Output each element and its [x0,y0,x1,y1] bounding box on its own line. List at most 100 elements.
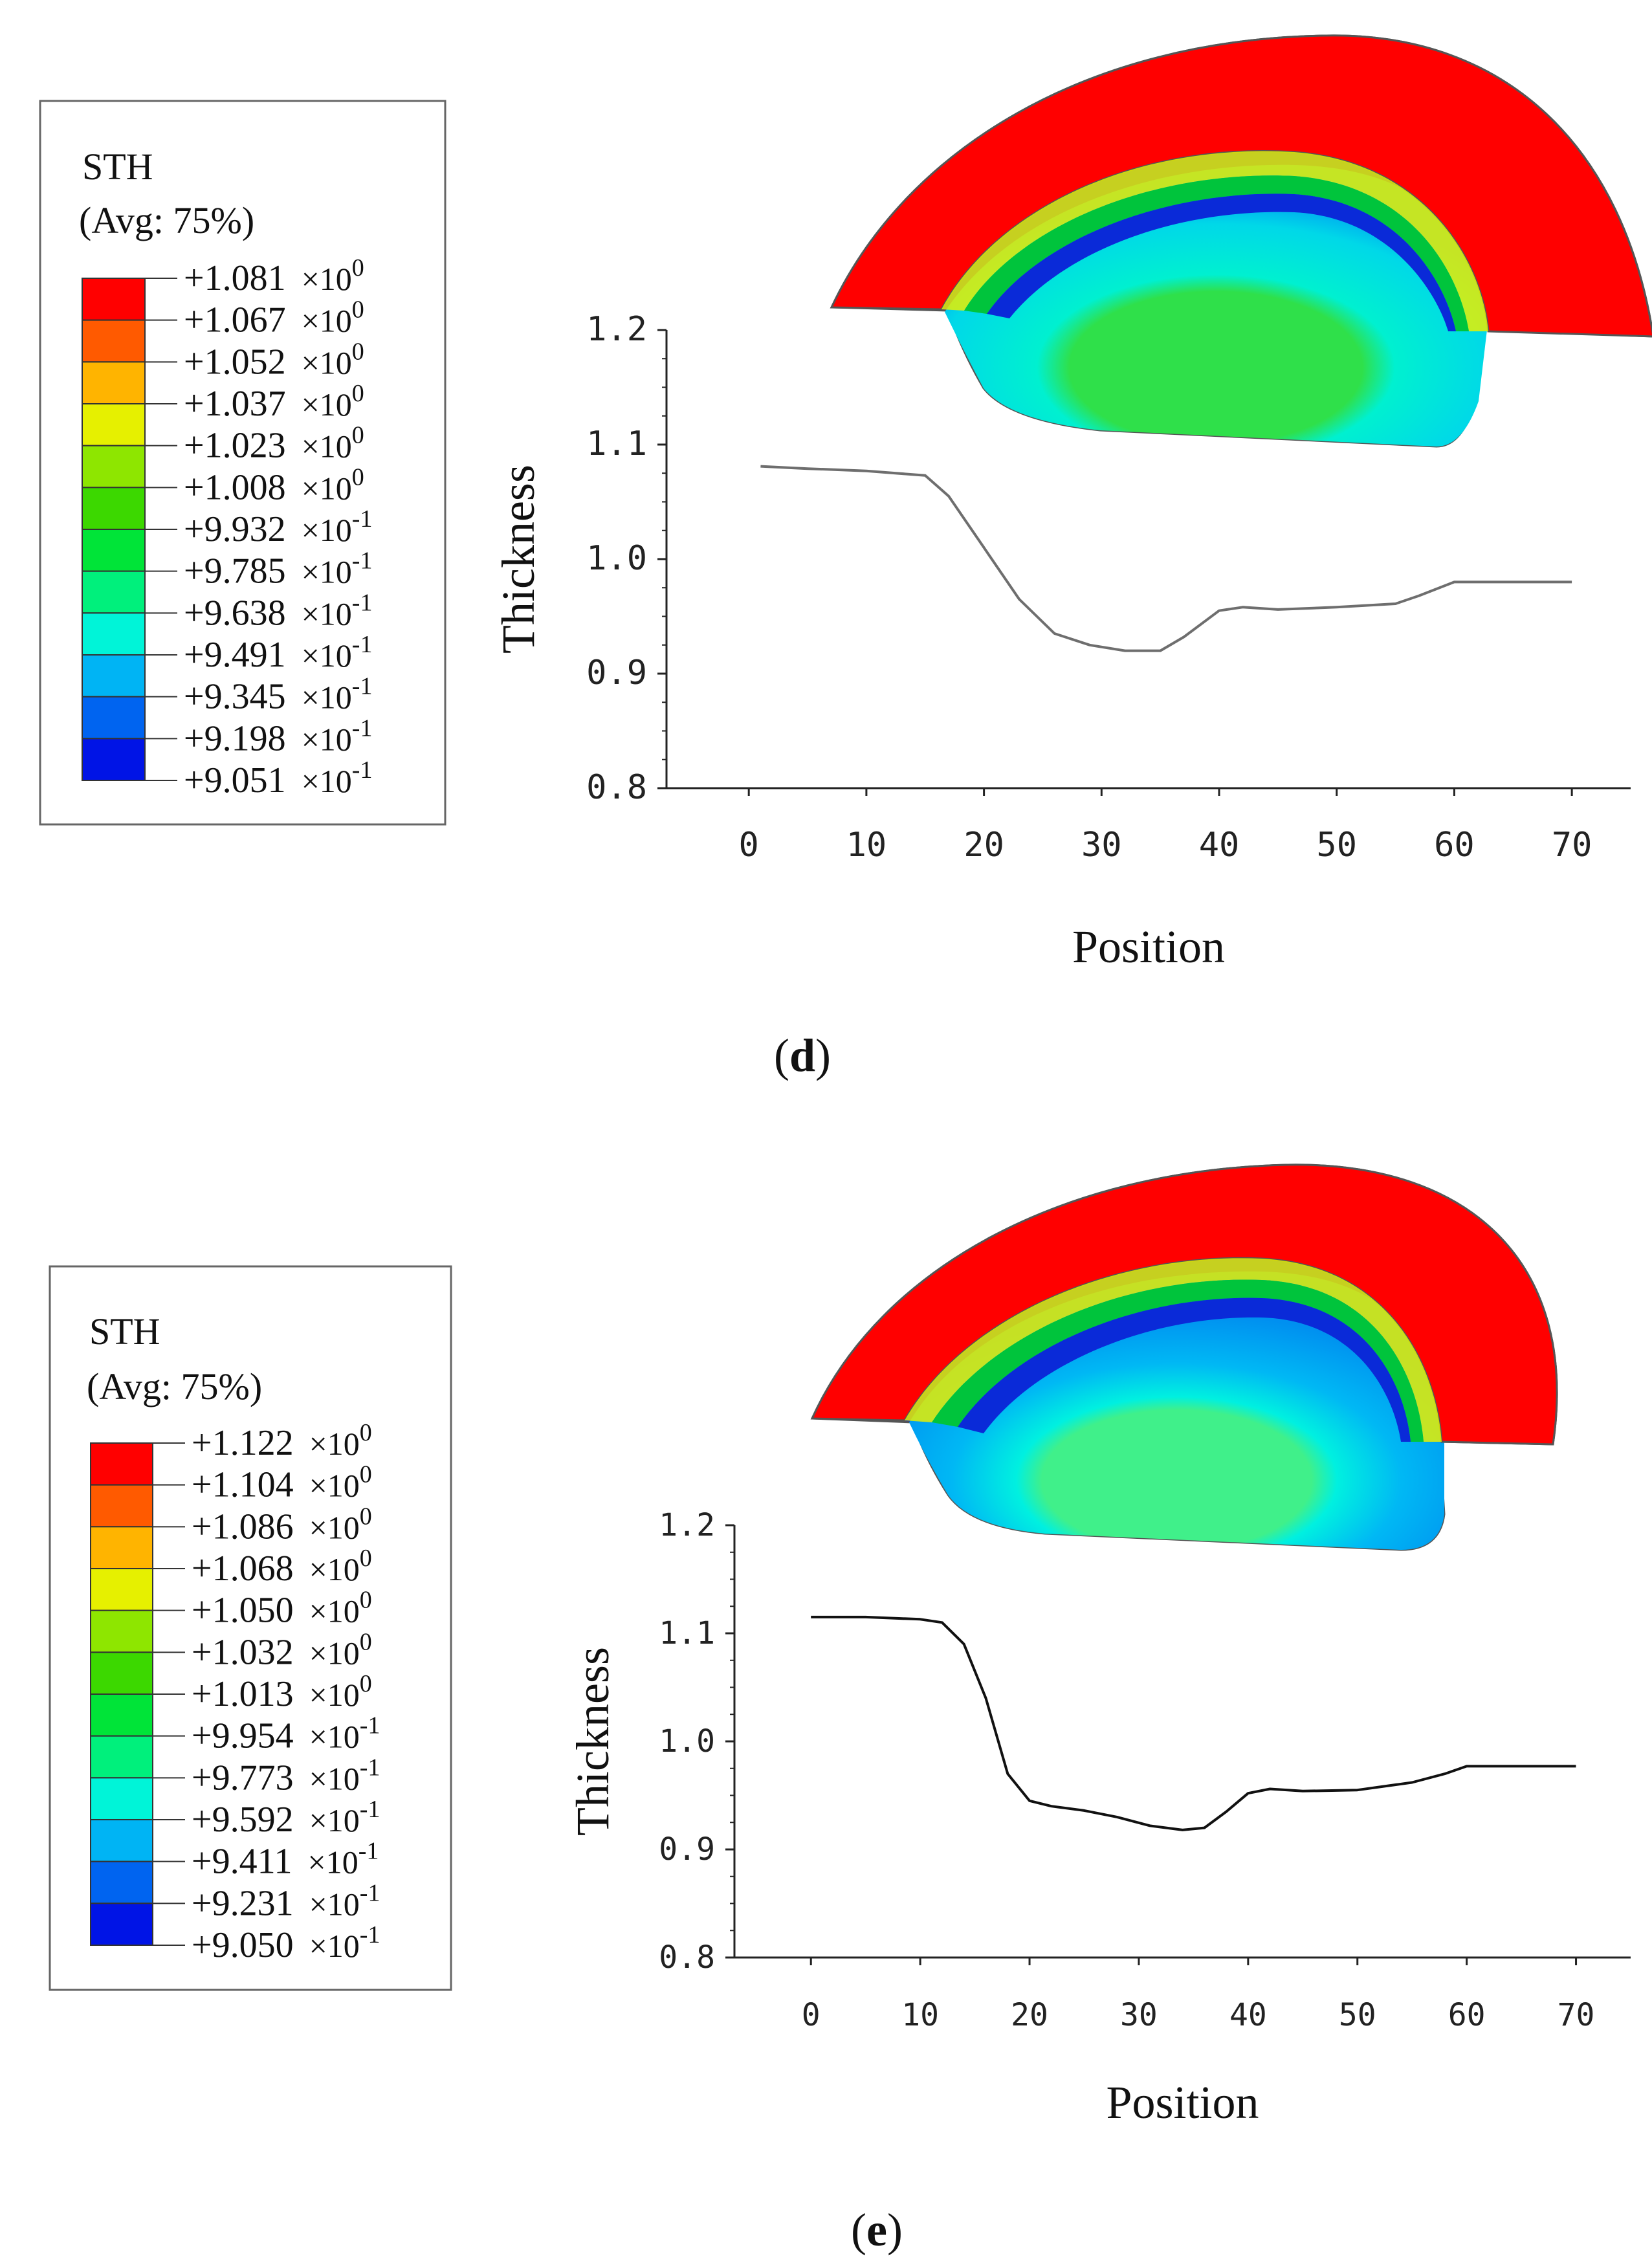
x-axis-label: Position [1072,921,1225,973]
legend-times-ten: ×10 [302,721,352,757]
legend-times-ten: ×10 [309,1593,360,1629]
legend-swatch [82,487,146,530]
x-tick-label: 40 [1229,1997,1267,2033]
legend-swatches [90,1442,153,1946]
legend-times-ten: ×10 [302,303,352,339]
legend-mantissa: +1.068 [192,1549,294,1589]
legend-swatches [82,278,146,782]
legend-exponent: 0 [352,296,364,324]
x-tick-label: 30 [1081,826,1122,865]
y-axis-label: Thickness [492,465,544,654]
legend-exponent: 0 [352,380,364,407]
legend-exponent: 0 [360,1628,372,1655]
x-tick-label: 0 [802,1997,820,2033]
y-tick-label: 0.9 [659,1831,715,1868]
legend-exponent: -1 [352,589,373,616]
legend-times-ten: ×10 [309,1719,360,1755]
legend-label: +9.491 ×10-1 [184,631,372,675]
legend-label: +1.032 ×100 [192,1628,372,1672]
legend-d: STH (Avg: 75%) +1.081 ×100+1.067 ×100+1.05… [39,100,446,826]
contour-render-d [830,34,1652,448]
legend-mantissa: +1.023 [184,426,286,466]
legend-exponent: -1 [352,756,373,784]
legend-swatch [82,445,146,489]
y-tick-label: 1.1 [659,1615,715,1651]
legend-mantissa: +9.050 [192,1925,294,1965]
legend-swatch [82,319,146,363]
legend-label: +1.068 ×100 [192,1545,372,1589]
x-tick-label: 50 [1316,826,1357,865]
legend-label: +9.411 ×10-1 [192,1838,379,1882]
chart-e: Thickness Position 0.8 0.9 1.0 1.1 1.2 0 10 20 3… [567,1507,1631,2128]
caption-letter: e [866,2204,887,2256]
legend-mantissa: +9.638 [184,593,286,633]
legend-swatch [90,1568,153,1611]
legend-times-ten: ×10 [302,595,352,632]
x-tick-label: 50 [1339,1997,1376,2033]
legend-mantissa: +9.592 [192,1800,294,1840]
legend-subtitle: (Avg: 75%) [79,199,254,241]
legend-swatch [82,612,146,656]
legend-mantissa: +9.773 [192,1758,294,1798]
legend-label: +9.954 ×10-1 [192,1712,380,1756]
legend-label: +1.050 ×100 [192,1587,372,1631]
caption-d: (d) [774,1030,831,1081]
legend-labels: +1.081 ×100+1.067 ×100+1.052 ×100+1.037 ×100… [145,254,372,800]
x-tick-label: 30 [1120,1997,1158,2033]
legend-times-ten: ×10 [302,261,352,297]
y-tick-label: 1.0 [659,1723,715,1759]
legend-mantissa: +1.032 [192,1632,294,1672]
y-tick-label: 1.2 [586,310,647,349]
legend-times-ten: ×10 [309,1886,360,1922]
legend-swatch [90,1693,153,1737]
y-tick-label: 1.1 [586,425,647,463]
legend-mantissa: +9.411 [192,1842,292,1882]
x-tick-label: 70 [1558,1997,1595,2033]
legend-mantissa: +1.086 [192,1506,294,1547]
legend-times-ten: ×10 [302,679,352,716]
legend-exponent: 0 [360,1503,372,1530]
legend-swatch [82,403,146,447]
legend-label: +9.592 ×10-1 [192,1796,380,1840]
y-tick-label: 0.9 [586,654,647,692]
legend-mantissa: +1.050 [192,1591,294,1631]
legend-mantissa: +1.104 [192,1465,294,1505]
legend-label: +9.198 ×10-1 [184,714,372,758]
legend-label: +1.104 ×100 [192,1461,372,1505]
legend-label: +9.050 ×10-1 [192,1921,380,1965]
panel-e: STH (Avg: 75%) +1.122 ×100+1.104 ×100+1.08… [49,1164,1631,2256]
legend-times-ten: ×10 [302,512,352,548]
x-tick-label: 70 [1552,826,1592,865]
legend-swatch [82,654,146,698]
legend-mantissa: +9.932 [184,509,286,549]
legend-label: +1.013 ×100 [192,1670,372,1714]
legend-mantissa: +9.491 [184,635,286,675]
legend-swatch [90,1819,153,1862]
series-line [760,465,1572,652]
x-tick-label: 0 [739,826,759,865]
legend-swatch [90,1735,153,1779]
contour-render-e [810,1164,1558,1551]
x-tick-label: 60 [1434,826,1475,865]
legend-swatch [82,696,146,740]
legend-label: +9.785 ×10-1 [184,547,372,591]
legend-label: +1.008 ×100 [184,463,364,507]
legend-exponent: 0 [360,1670,372,1697]
legend-times-ten: ×10 [309,1509,360,1545]
y-tick-label: 0.8 [659,1939,715,1976]
caption-letter: d [789,1030,815,1081]
legend-exponent: -1 [360,1879,380,1906]
legend-exponent: 0 [360,1461,372,1488]
legend-times-ten: ×10 [309,1760,360,1796]
legend-mantissa: +9.198 [184,718,286,758]
legend-e: STH (Avg: 75%) +1.122 ×100+1.104 ×100+1.08… [49,1265,452,1991]
legend-times-ten: ×10 [309,1551,360,1587]
legend-times-ten: ×10 [309,1468,360,1504]
x-tick-label: 10 [846,826,887,865]
legend-swatch [90,1651,153,1695]
legend-times-ten: ×10 [302,554,352,590]
legend-label: +1.086 ×100 [192,1503,372,1547]
panel-d: STH (Avg: 75%) +1.081 ×100+1.067 ×100+1.05… [39,34,1652,1081]
legend-exponent: -1 [360,1921,380,1948]
